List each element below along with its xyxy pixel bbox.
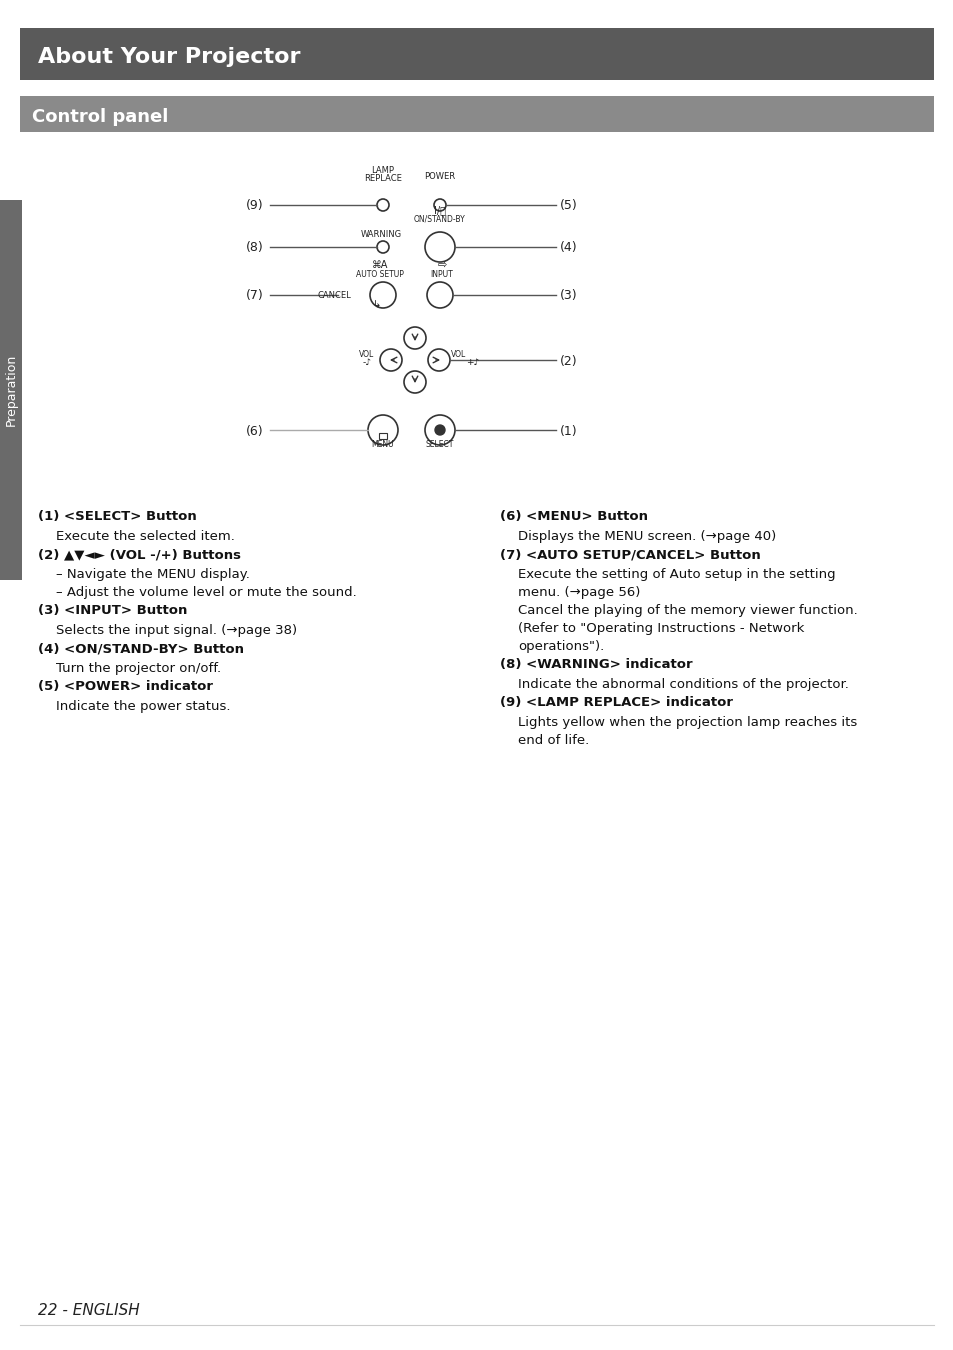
- Text: (3): (3): [559, 289, 577, 302]
- Text: -♪: -♪: [362, 358, 371, 367]
- Text: ⌘A: ⌘A: [372, 261, 388, 270]
- Text: (9) <LAMP REPLACE> indicator: (9) <LAMP REPLACE> indicator: [499, 697, 732, 709]
- Text: +♪: +♪: [466, 358, 479, 367]
- Text: (8): (8): [246, 242, 264, 255]
- Text: (1) <SELECT> Button: (1) <SELECT> Button: [38, 510, 196, 522]
- Text: Execute the setting of Auto setup in the setting: Execute the setting of Auto setup in the…: [517, 568, 835, 580]
- Text: (1): (1): [559, 424, 577, 437]
- Text: ↳: ↳: [373, 298, 380, 309]
- Text: operations").: operations").: [517, 640, 603, 653]
- Text: Indicate the abnormal conditions of the projector.: Indicate the abnormal conditions of the …: [517, 678, 848, 691]
- Text: (2) ▲▼◄► (VOL -/+) Buttons: (2) ▲▼◄► (VOL -/+) Buttons: [38, 548, 241, 562]
- Text: Execute the selected item.: Execute the selected item.: [56, 531, 234, 543]
- Text: LAMP: LAMP: [371, 166, 395, 176]
- Text: (7) <AUTO SETUP/CANCEL> Button: (7) <AUTO SETUP/CANCEL> Button: [499, 548, 760, 562]
- Text: (Refer to "Operating Instructions - Network: (Refer to "Operating Instructions - Netw…: [517, 622, 803, 634]
- Text: VOL: VOL: [451, 350, 466, 359]
- Text: Preparation: Preparation: [5, 354, 17, 427]
- Text: WARNING: WARNING: [360, 230, 401, 239]
- Text: INPUT: INPUT: [430, 270, 453, 279]
- Circle shape: [435, 425, 444, 435]
- FancyBboxPatch shape: [20, 96, 933, 132]
- Text: (5): (5): [559, 200, 578, 212]
- Text: CANCEL: CANCEL: [317, 292, 351, 300]
- Text: (6): (6): [246, 424, 264, 437]
- Text: (5) <POWER> indicator: (5) <POWER> indicator: [38, 680, 213, 693]
- Text: (7): (7): [246, 289, 264, 302]
- Text: About Your Projector: About Your Projector: [38, 47, 300, 68]
- Text: menu. (→page 56): menu. (→page 56): [517, 586, 639, 599]
- Text: 22 - ENGLISH: 22 - ENGLISH: [38, 1303, 139, 1318]
- Text: Turn the projector on/off.: Turn the projector on/off.: [56, 662, 221, 675]
- Text: Indicate the power status.: Indicate the power status.: [56, 701, 231, 713]
- Text: SELECT: SELECT: [425, 440, 454, 450]
- Text: POWER: POWER: [424, 171, 456, 181]
- Text: (4): (4): [559, 242, 577, 255]
- Text: VOL: VOL: [359, 350, 375, 359]
- Text: Control panel: Control panel: [32, 108, 168, 126]
- Text: MENU: MENU: [372, 440, 394, 450]
- Text: (3) <INPUT> Button: (3) <INPUT> Button: [38, 603, 187, 617]
- Text: (9): (9): [246, 200, 264, 212]
- Text: (2): (2): [559, 355, 577, 367]
- Text: ON/STAND-BY: ON/STAND-BY: [414, 215, 465, 224]
- Text: I/⏻: I/⏻: [434, 205, 446, 215]
- Text: Cancel the playing of the memory viewer function.: Cancel the playing of the memory viewer …: [517, 603, 857, 617]
- Text: – Navigate the MENU display.: – Navigate the MENU display.: [56, 568, 250, 580]
- Text: Selects the input signal. (→page 38): Selects the input signal. (→page 38): [56, 624, 296, 637]
- Text: Displays the MENU screen. (→page 40): Displays the MENU screen. (→page 40): [517, 531, 776, 543]
- Text: – Adjust the volume level or mute the sound.: – Adjust the volume level or mute the so…: [56, 586, 356, 599]
- Text: REPLACE: REPLACE: [364, 174, 401, 184]
- Text: Lights yellow when the projection lamp reaches its: Lights yellow when the projection lamp r…: [517, 716, 857, 729]
- Text: ⇨: ⇨: [436, 261, 446, 270]
- Text: (4) <ON/STAND-BY> Button: (4) <ON/STAND-BY> Button: [38, 643, 244, 655]
- FancyBboxPatch shape: [20, 28, 933, 80]
- Text: AUTO SETUP: AUTO SETUP: [355, 270, 403, 279]
- FancyBboxPatch shape: [0, 200, 22, 580]
- Text: end of life.: end of life.: [517, 734, 589, 747]
- Text: (6) <MENU> Button: (6) <MENU> Button: [499, 510, 647, 522]
- Text: (8) <WARNING> indicator: (8) <WARNING> indicator: [499, 657, 692, 671]
